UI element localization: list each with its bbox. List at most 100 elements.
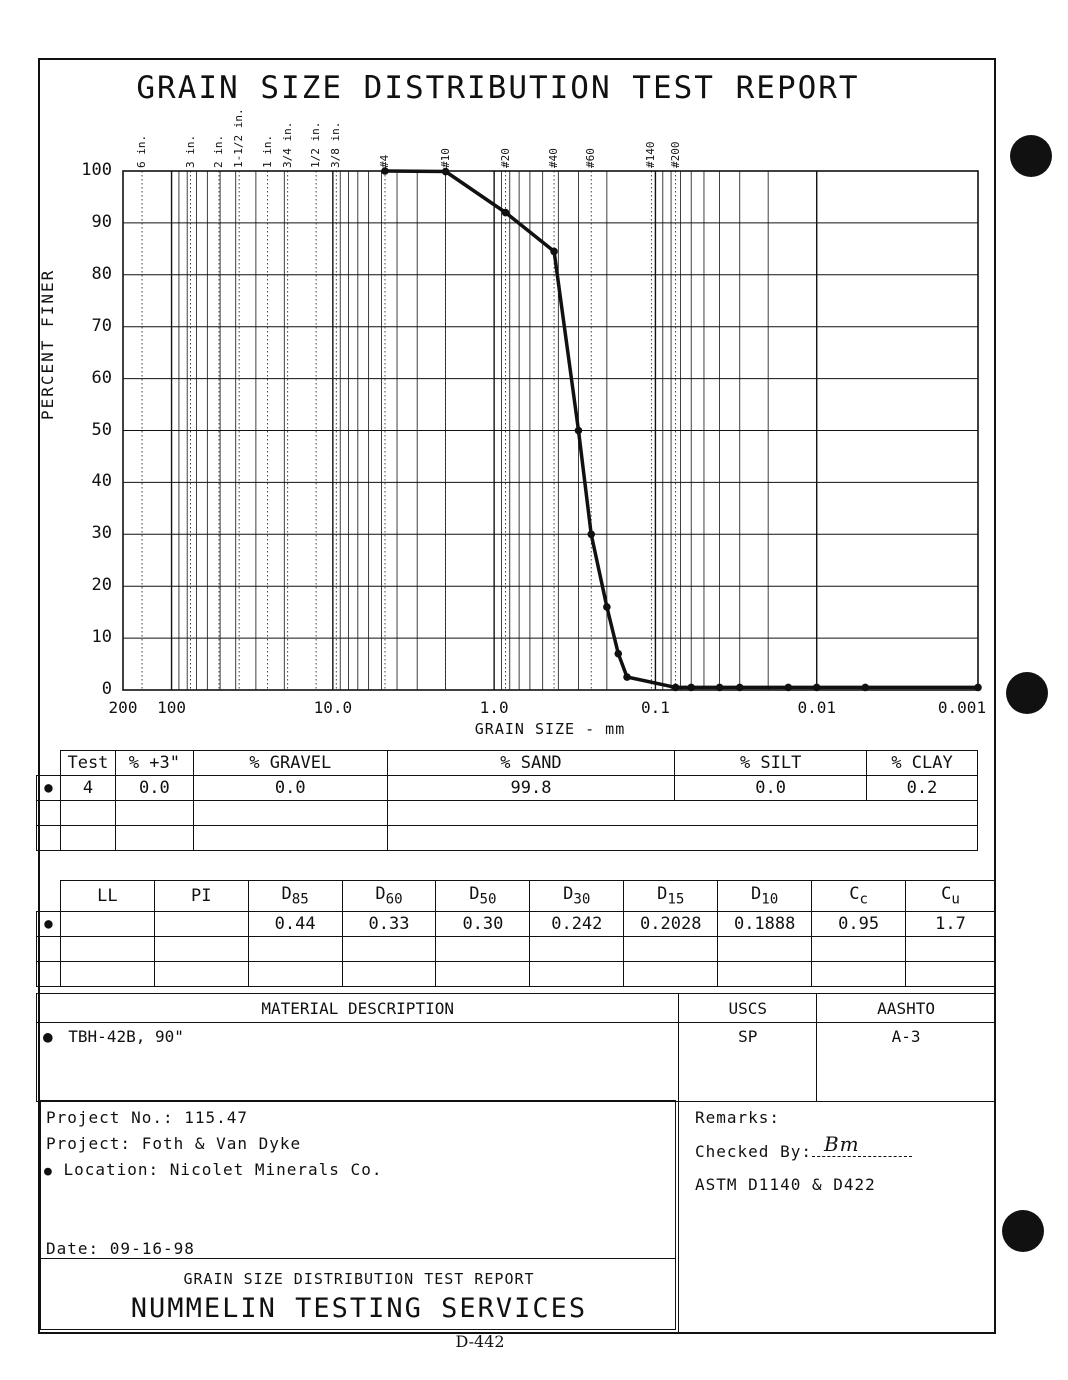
x-tick-label: 0.1	[640, 698, 670, 717]
param-header-main: D	[469, 884, 480, 905]
y-tick-label: 40	[91, 471, 112, 492]
x-tick-label: 200	[108, 698, 138, 717]
param-header-main: D	[563, 884, 574, 905]
data-point	[974, 683, 982, 692]
data-point	[812, 683, 821, 692]
cell-clay: 0.2	[866, 775, 978, 801]
param-header-1: PI	[153, 880, 249, 912]
header-test: Test	[59, 750, 116, 776]
series-group	[381, 167, 982, 692]
data-point	[550, 247, 558, 256]
param-header-8: Cc	[811, 880, 907, 912]
checked-by-signature: Bm	[823, 1132, 860, 1156]
y-tick-label: 10	[91, 627, 112, 648]
param-header-sub: 50	[479, 891, 497, 908]
cell-silt: 0.0	[674, 775, 868, 801]
material-header: MATERIAL DESCRIPTION	[35, 993, 680, 1023]
cell-sand: 99.8	[386, 775, 676, 801]
sieve-label: 1 in.	[260, 134, 274, 168]
data-point	[603, 603, 611, 611]
x-tick-label: 0.01	[797, 698, 836, 717]
param-header-0: LL	[59, 880, 155, 912]
aashto-header: AASHTO	[816, 993, 996, 1023]
data-point	[614, 649, 623, 658]
report-title: GRAIN SIZE DISTRIBUTION TEST REPORT	[136, 70, 860, 106]
gradation-table: Test % +3" % GRAVEL % SAND % SILT % CLAY…	[36, 750, 979, 851]
param-header-2: D85	[247, 880, 343, 912]
x-tick-label: 100	[157, 698, 186, 717]
header-silt: % SILT	[674, 750, 868, 776]
sieve-label: 3/8 in.	[329, 121, 343, 168]
data-point	[735, 683, 744, 692]
uscs-header: USCS	[678, 993, 818, 1023]
remarks-divider	[678, 1096, 679, 1334]
checked-by-label: Checked By:	[695, 1142, 812, 1161]
sieve-label: #200	[668, 141, 682, 169]
param-header-main: D	[375, 884, 386, 905]
param-header-3: D60	[341, 880, 437, 912]
header-sand: % SAND	[386, 750, 676, 776]
plot-border	[122, 170, 979, 691]
param-header-main: C	[941, 884, 952, 905]
data-point	[501, 208, 510, 217]
param-header-9: Cu	[905, 880, 996, 912]
params-header-row: LL PI D85 D60 D50 D30 D15 D10 Cc Cu	[36, 880, 996, 912]
x-tick-label: 0.001	[937, 698, 987, 717]
report-frame	[38, 58, 996, 1334]
param-value-8: 0.95	[811, 911, 907, 937]
param-header-sub: 15	[667, 891, 685, 908]
data-point	[784, 683, 793, 692]
sieve-label: 1-1/2 in.	[232, 108, 246, 168]
gradation-empty-row	[36, 825, 979, 851]
row-marker: ●	[36, 775, 61, 801]
header-plus3: % +3"	[114, 750, 194, 776]
data-point	[574, 426, 583, 435]
row-marker: ●	[44, 1164, 53, 1179]
param-value-6: 0.2028	[623, 911, 719, 937]
param-value-7: 0.1888	[717, 911, 813, 937]
row-marker: ●	[36, 911, 61, 937]
sieve-label: #4	[377, 154, 391, 168]
data-point	[441, 167, 450, 176]
astm-standard: ASTM D1140 & D422	[695, 1175, 876, 1194]
param-value-3: 0.33	[341, 911, 437, 937]
data-point	[861, 683, 870, 692]
gradation-header-row: Test % +3" % GRAVEL % SAND % SILT % CLAY	[36, 750, 978, 776]
sieve-label: #40	[547, 148, 561, 168]
sieve-label: #20	[498, 148, 512, 168]
company-name: NUMMELIN TESTING SERVICES	[130, 1293, 588, 1324]
data-point	[687, 683, 696, 692]
sieve-label: 1/2 in.	[309, 121, 323, 168]
sieve-label: 3/4 in.	[280, 121, 294, 168]
data-point	[587, 530, 596, 539]
y-tick-label: 70	[91, 315, 112, 336]
data-point	[623, 673, 631, 681]
aashto-value: A-3	[816, 1022, 996, 1102]
material-table: MATERIAL DESCRIPTION USCS AASHTO ● TBH-4…	[35, 993, 996, 1102]
param-header-main: D	[657, 884, 668, 905]
cell-gravel: 0.0	[192, 775, 388, 801]
param-header-5: D30	[529, 880, 625, 912]
y-tick-label: 90	[91, 211, 112, 232]
project-location: Location: Nicolet Minerals Co.	[63, 1160, 383, 1179]
project-footer-divider	[40, 1258, 676, 1259]
footer-report-title: GRAIN SIZE DISTRIBUTION TEST REPORT	[183, 1270, 535, 1288]
param-header-sub: 30	[573, 891, 591, 908]
param-header-main: C	[849, 884, 860, 905]
params-empty-row	[36, 936, 996, 962]
params-data-row: ● 0.44 0.33 0.30 0.242 0.2028 0.1888 0.95 1.7	[36, 911, 996, 937]
param-header-main: PI	[191, 886, 212, 906]
sieve-label: 6 in.	[135, 134, 149, 168]
y-tick-label: 0	[101, 679, 112, 699]
project-box	[40, 1100, 676, 1330]
x-axis-label: GRAIN SIZE - mm	[474, 720, 626, 738]
parameters-table: LL PI D85 D60 D50 D30 D15 D10 Cc Cu ● 0.44 0.33 0.3…	[36, 880, 996, 987]
binder-hole-middle	[1006, 672, 1048, 714]
uscs-value: SP	[678, 1022, 818, 1102]
param-value-5: 0.242	[529, 911, 625, 937]
param-header-sub: c	[859, 891, 868, 908]
param-header-7: D10	[717, 880, 813, 912]
sieve-label: 3 in.	[183, 134, 197, 168]
params-empty-row	[36, 961, 996, 987]
sieve-label: #140	[644, 141, 658, 169]
